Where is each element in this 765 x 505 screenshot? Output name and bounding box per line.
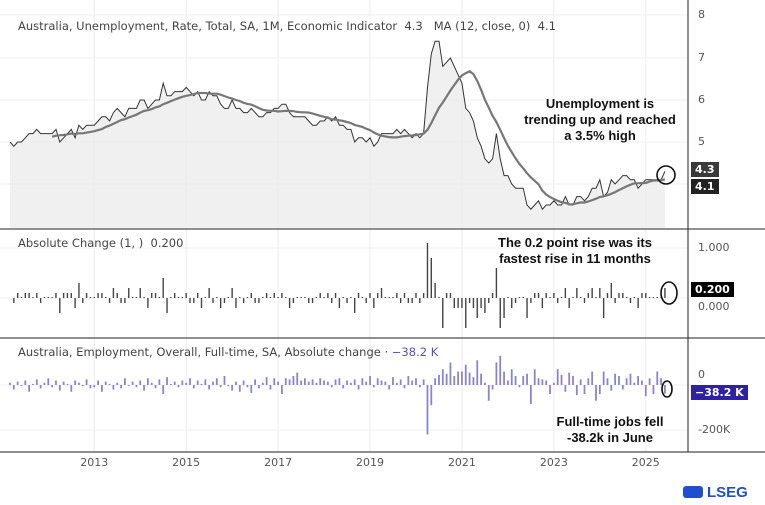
y-tick: 0.000 (698, 300, 730, 313)
highlight-circle (656, 165, 676, 185)
last-value-badge: 4.3 (691, 162, 719, 177)
highlight-circle (661, 380, 673, 398)
unemployment-area (10, 41, 665, 229)
x-tick: 2013 (80, 456, 109, 469)
x-tick: 2025 (631, 456, 660, 469)
x-tick: 2019 (356, 456, 385, 469)
y-tick: 7 (698, 51, 705, 64)
lseg-logo-icon (683, 486, 703, 498)
employment-panel (9, 355, 666, 435)
change-value-badge: 0.200 (691, 282, 734, 297)
unemployment-panel (9, 40, 666, 229)
y-tick: 6 (698, 93, 705, 106)
ma-value-badge: 4.1 (691, 179, 719, 194)
lseg-logo: LSEG (683, 484, 748, 501)
annotation-unemployment: Unemployment is trending up and reached a … (524, 96, 676, 143)
change-panel (13, 243, 666, 328)
annotation-jobs: Full-time jobs fell -38.2k in June (556, 414, 664, 445)
y-tick: -200K (698, 423, 731, 436)
y-tick: 8 (698, 8, 705, 21)
x-tick: 2017 (264, 456, 293, 469)
y-tick: 5 (698, 135, 705, 148)
y-tick: 0 (698, 368, 705, 381)
x-tick: 2023 (539, 456, 568, 469)
highlight-circle (660, 281, 678, 305)
annotation-change: The 0.2 point rise was its fastest rise i… (498, 235, 652, 266)
moving-average-line (51, 70, 666, 206)
employment-value-badge: −38.2 K (691, 385, 748, 400)
x-tick: 2015 (172, 456, 201, 469)
change-legend: Absolute Change (1, ) 0.200 (18, 236, 184, 250)
employment-legend: Australia, Employment, Overall, Full-tim… (18, 345, 439, 359)
y-tick: 1.000 (698, 241, 730, 254)
unemployment-legend: Australia, Unemployment, Rate, Total, SA… (18, 19, 556, 33)
x-tick: 2021 (447, 456, 476, 469)
